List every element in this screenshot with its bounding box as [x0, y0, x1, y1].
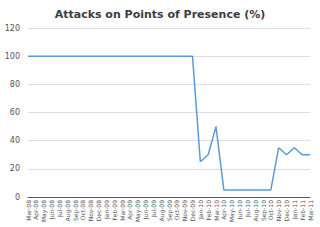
svg-text:Aug-08: Aug-08 — [64, 200, 72, 222]
svg-text:Dec-08: Dec-08 — [95, 200, 102, 222]
svg-text:Mar-11: Mar-11 — [307, 200, 314, 221]
svg-text:Dec-09: Dec-09 — [189, 200, 196, 222]
svg-text:Mar-08: Mar-08 — [25, 200, 32, 221]
svg-text:Mar-10: Mar-10 — [213, 200, 220, 221]
svg-text:80: 80 — [10, 80, 20, 89]
svg-text:Sep-10: Sep-10 — [260, 200, 268, 221]
svg-text:100: 100 — [5, 52, 20, 61]
svg-text:Feb-11: Feb-11 — [299, 200, 306, 221]
svg-text:Jan-09: Jan-09 — [103, 200, 111, 220]
svg-text:Jul-09: Jul-09 — [150, 200, 158, 218]
svg-text:60: 60 — [10, 108, 20, 117]
svg-text:Jun-08: Jun-08 — [48, 200, 56, 220]
svg-text:Oct-10: Oct-10 — [267, 200, 274, 220]
svg-text:Jan-10: Jan-10 — [197, 200, 205, 220]
svg-text:Oct-08: Oct-08 — [79, 200, 86, 220]
svg-text:Jul-08: Jul-08 — [56, 200, 64, 218]
svg-text:Aug-09: Aug-09 — [158, 200, 166, 222]
svg-text:Nov-10: Nov-10 — [275, 200, 282, 222]
svg-text:Dec-10: Dec-10 — [283, 200, 290, 222]
svg-text:Oct-09: Oct-09 — [173, 200, 180, 220]
svg-text:Apr-10: Apr-10 — [220, 200, 228, 220]
svg-text:Apr-09: Apr-09 — [126, 200, 134, 220]
svg-text:Aug-10: Aug-10 — [252, 200, 260, 222]
svg-text:Jul-10: Jul-10 — [244, 200, 252, 218]
svg-text:Mar-09: Mar-09 — [119, 200, 126, 221]
svg-text:May-09: May-09 — [134, 200, 142, 222]
svg-text:Sep-08: Sep-08 — [72, 200, 80, 221]
svg-text:Nov-09: Nov-09 — [181, 200, 188, 222]
svg-text:20: 20 — [10, 164, 20, 173]
svg-text:Feb-09: Feb-09 — [111, 200, 118, 221]
svg-text:40: 40 — [10, 136, 20, 145]
svg-text:Nov-08: Nov-08 — [87, 200, 94, 222]
svg-text:Attacks on Points of Presence: Attacks on Points of Presence (%) — [55, 8, 266, 21]
svg-text:Jun-09: Jun-09 — [142, 200, 150, 220]
svg-text:May-08: May-08 — [40, 200, 48, 222]
svg-text:Jan-11: Jan-11 — [291, 200, 299, 220]
svg-text:Jun-10: Jun-10 — [236, 200, 244, 220]
svg-text:0: 0 — [15, 193, 20, 202]
svg-text:Sep-09: Sep-09 — [166, 200, 174, 221]
svg-text:120: 120 — [5, 24, 20, 33]
svg-text:May-10: May-10 — [228, 200, 236, 222]
svg-text:Feb-10: Feb-10 — [205, 200, 212, 221]
svg-text:Apr-08: Apr-08 — [32, 200, 40, 220]
